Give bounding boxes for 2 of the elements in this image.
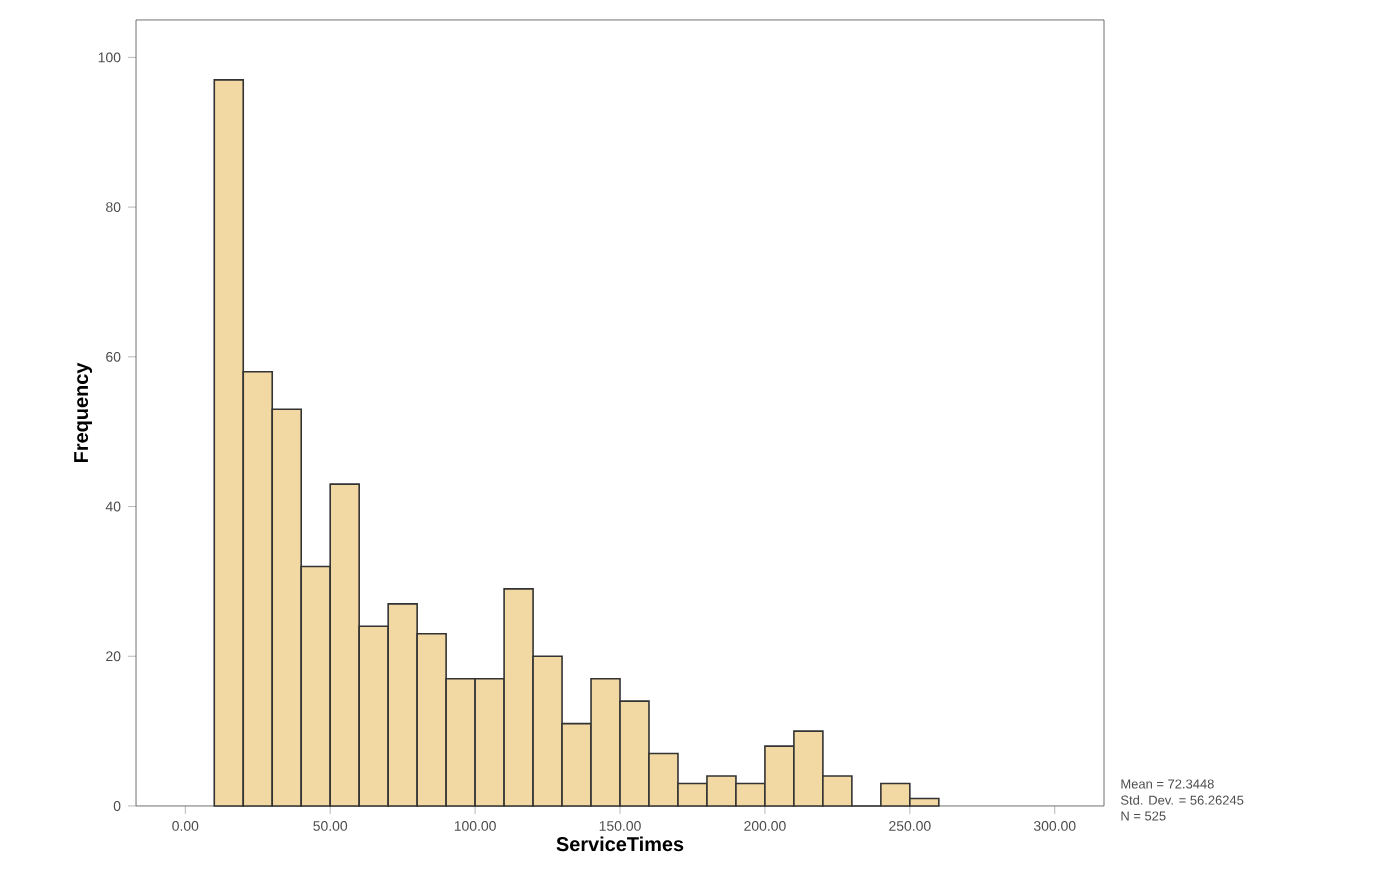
- y-axis-title: Frequency: [74, 362, 93, 463]
- x-axis-title: ServiceTimes: [556, 836, 684, 852]
